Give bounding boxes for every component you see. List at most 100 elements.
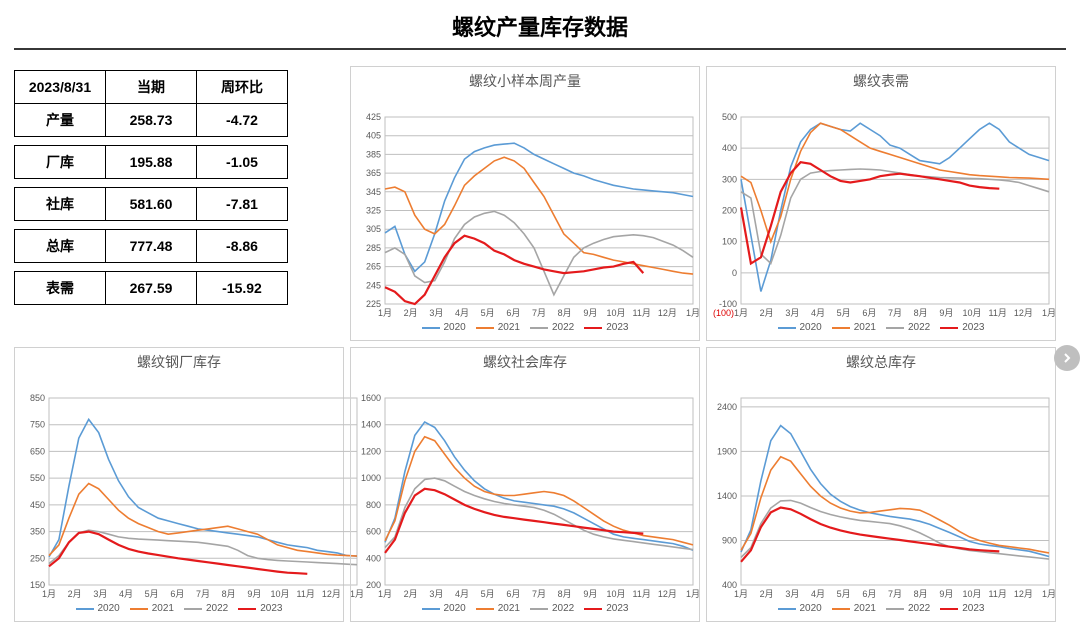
svg-text:4月: 4月 [811,589,825,599]
table-cell-value: 581.60 [106,188,197,221]
chart-title: 螺纹小样本周产量 [351,67,699,91]
legend-item: 2021 [476,322,520,333]
svg-text:11月: 11月 [296,589,314,599]
svg-text:1月: 1月 [378,308,392,318]
table-cell-value: 产量 [15,104,106,137]
svg-text:600: 600 [366,527,381,537]
svg-text:7月: 7月 [532,589,546,599]
svg-text:400: 400 [366,553,381,563]
svg-text:5月: 5月 [481,589,495,599]
svg-text:3月: 3月 [93,589,107,599]
next-page-button[interactable] [1054,345,1080,371]
svg-text:6月: 6月 [506,308,520,318]
svg-text:3月: 3月 [429,589,443,599]
svg-text:2月: 2月 [760,589,774,599]
legend-item: 2022 [530,322,574,333]
svg-text:12月: 12月 [322,589,341,599]
chart-svg: 20040060080010001200140016001月2月3月4月5月6月… [351,372,701,601]
table-cell: 2023/8/31当期周环比产量258.73-4.72厂库195.88-1.05… [14,66,344,341]
legend-item: 2021 [832,322,876,333]
table-cell-value: -8.86 [197,230,288,263]
svg-text:11月: 11月 [988,589,1006,599]
legend: 2020202120222023 [707,320,1055,337]
table-cell-value: -7.81 [197,188,288,221]
axis-note: (100) [713,308,734,318]
svg-text:1600: 1600 [361,393,381,403]
svg-text:6月: 6月 [862,589,876,599]
svg-text:10月: 10月 [606,589,625,599]
svg-text:11月: 11月 [632,589,650,599]
svg-text:12月: 12月 [658,308,677,318]
chart-total-stock: 螺纹总库存4009001400190024001月2月3月4月5月6月7月8月9… [706,347,1056,622]
svg-text:500: 500 [722,112,737,122]
svg-text:550: 550 [30,473,45,483]
svg-text:11月: 11月 [988,308,1006,318]
page: 螺纹产量库存数据 2023/8/31当期周环比产量258.73-4.72厂库19… [0,0,1080,631]
svg-text:6月: 6月 [506,589,520,599]
svg-text:5月: 5月 [837,589,851,599]
legend-item: 2021 [130,603,174,614]
svg-text:1月: 1月 [1042,308,1056,318]
svg-text:9月: 9月 [247,589,261,599]
svg-text:650: 650 [30,446,45,456]
svg-text:7月: 7月 [196,589,210,599]
svg-text:850: 850 [30,393,45,403]
svg-text:1月: 1月 [734,589,748,599]
table-cell-value: 总库 [15,230,106,263]
series-2021 [49,484,357,557]
legend-item: 2021 [476,603,520,614]
series-2023 [49,532,307,574]
chart-title: 螺纹表需 [707,67,1055,91]
series-2020 [49,419,357,557]
svg-text:300: 300 [722,174,737,184]
svg-text:100: 100 [722,237,737,247]
svg-text:9月: 9月 [583,589,597,599]
svg-text:7月: 7月 [888,589,902,599]
table-cell-value: -4.72 [197,104,288,137]
legend-item: 2021 [832,603,876,614]
table-cell-value: 195.88 [106,146,197,179]
svg-text:10月: 10月 [270,589,289,599]
table-cell-value: -1.05 [197,146,288,179]
svg-text:2月: 2月 [68,589,82,599]
svg-text:265: 265 [366,262,381,272]
svg-text:9月: 9月 [939,308,953,318]
chart-svg: 2252452652853053253453653854054251月2月3月4… [351,91,701,320]
table-header: 2023/8/31 [15,71,106,104]
chart-social-stock: 螺纹社会库存20040060080010001200140016001月2月3月… [350,347,700,622]
svg-text:800: 800 [366,500,381,510]
svg-text:8月: 8月 [558,308,572,318]
svg-text:400: 400 [722,143,737,153]
data-table: 2023/8/31当期周环比产量258.73-4.72厂库195.88-1.05… [14,70,288,305]
svg-text:1月: 1月 [42,589,56,599]
series-2020 [741,426,1049,557]
svg-text:9月: 9月 [939,589,953,599]
chart-svg: -10001002003004005001月2月3月4月5月6月7月8月9月10… [707,91,1057,320]
page-title: 螺纹产量库存数据 [0,0,1080,48]
table-cell-value: 777.48 [106,230,197,263]
legend-item: 2023 [940,322,984,333]
table-header: 周环比 [197,71,288,104]
series-2020 [385,422,693,550]
svg-text:1200: 1200 [361,446,381,456]
svg-text:4月: 4月 [455,589,469,599]
svg-text:8月: 8月 [914,589,928,599]
legend-item: 2023 [584,322,628,333]
table-cell-value: -15.92 [197,272,288,305]
svg-text:1月: 1月 [686,308,700,318]
svg-text:1400: 1400 [717,491,737,501]
series-2022 [49,530,357,565]
svg-text:245: 245 [366,280,381,290]
divider [14,48,1066,50]
svg-text:405: 405 [366,131,381,141]
svg-text:7月: 7月 [532,308,546,318]
legend-item: 2022 [530,603,574,614]
svg-text:12月: 12月 [1014,589,1033,599]
svg-text:8月: 8月 [914,308,928,318]
legend-item: 2020 [778,603,822,614]
svg-text:425: 425 [366,112,381,122]
svg-text:7月: 7月 [888,308,902,318]
svg-text:365: 365 [366,168,381,178]
svg-text:3月: 3月 [785,308,799,318]
chart-title: 螺纹社会库存 [351,348,699,372]
